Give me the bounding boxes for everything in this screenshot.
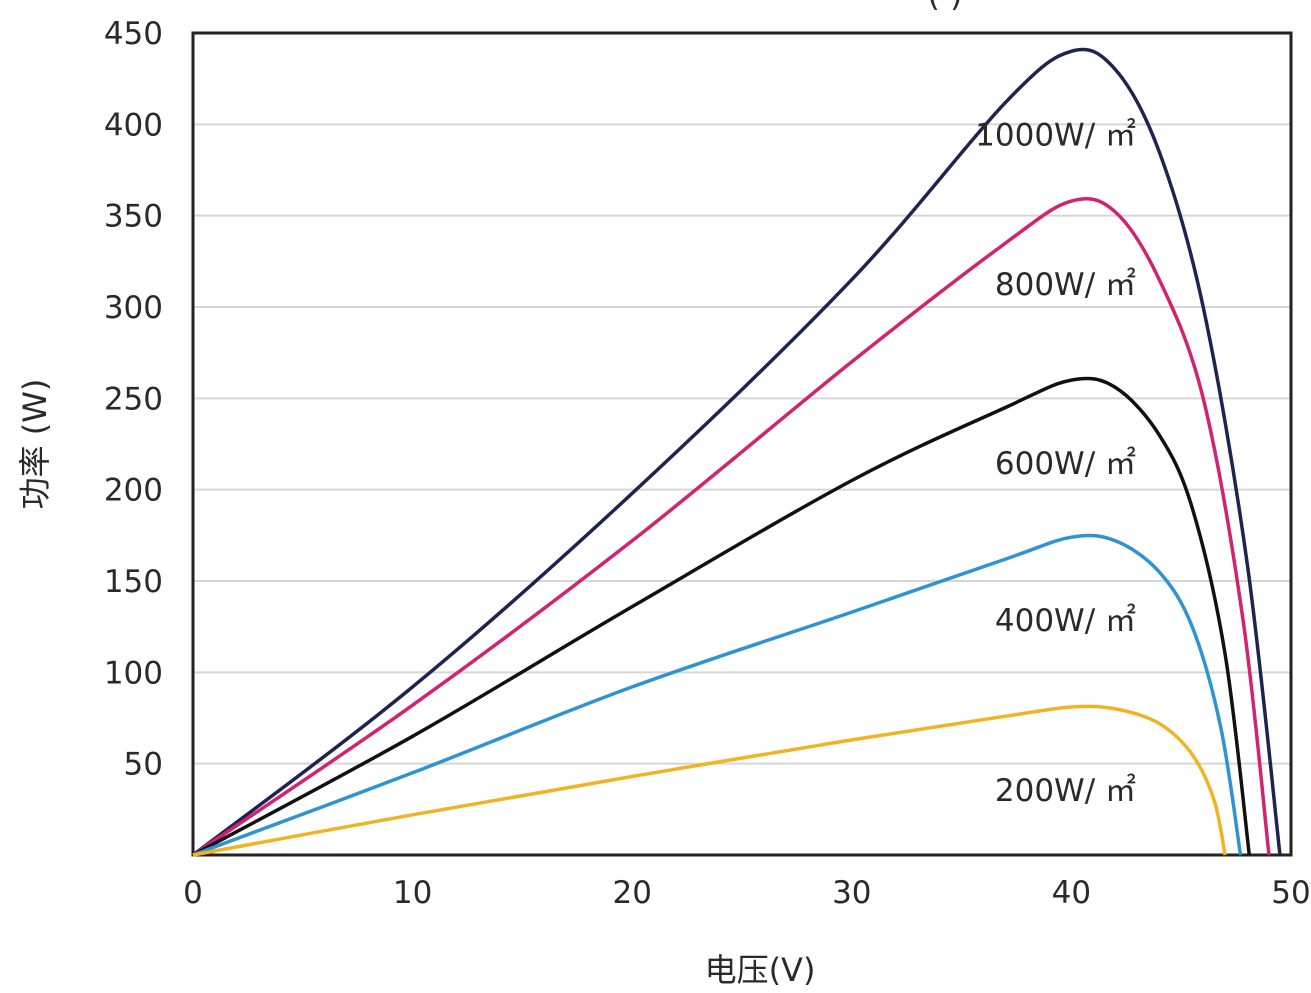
x-tick-label: 20 <box>612 875 651 911</box>
y-tick-label: 350 <box>104 199 163 235</box>
series-label: 800W/ ㎡ <box>995 267 1136 303</box>
series-label: 400W/ ㎡ <box>995 603 1136 639</box>
y-tick-label: 200 <box>104 473 163 509</box>
x-axis-ticks: 0 10 20 30 40 50 <box>183 875 1311 911</box>
plot-frame <box>191 31 1293 857</box>
x-tick-label: 50 <box>1271 875 1310 911</box>
series-label: 600W/ ㎡ <box>995 446 1136 482</box>
series-line <box>192 197 1271 857</box>
y-tick-label: 150 <box>104 564 163 600</box>
series-labels: 1000W/ ㎡ 800W/ ㎡ 600W/ ㎡ 400W/ ㎡ 200W/ ㎡ <box>975 117 1136 809</box>
x-tick-label: 0 <box>183 875 203 911</box>
series-label: 200W/ ㎡ <box>995 773 1136 809</box>
x-tick-label: 40 <box>1052 875 1091 911</box>
y-tick-label: 250 <box>104 381 163 417</box>
x-tick-label: 10 <box>393 875 432 911</box>
y-tick-label: 100 <box>104 655 163 691</box>
series-label: 1000W/ ㎡ <box>975 117 1136 153</box>
series-line <box>192 533 1243 857</box>
y-tick-label: 50 <box>124 747 163 783</box>
y-tick-label: 450 <box>104 16 163 52</box>
series-group <box>191 47 1282 857</box>
x-axis-label: 电压(V) <box>705 951 816 989</box>
chart-title-fragment: ( ) <box>927 0 962 14</box>
series-line <box>192 376 1252 857</box>
y-tick-label: 400 <box>104 107 163 143</box>
y-tick-label: 300 <box>104 290 163 326</box>
y-axis-ticks: 50 100 150 200 250 300 350 400 450 <box>104 16 163 783</box>
series-line <box>191 47 1282 857</box>
y-axis-label: 功率 (W) <box>16 379 54 510</box>
series-line <box>192 704 1227 857</box>
x-tick-label: 30 <box>832 875 871 911</box>
